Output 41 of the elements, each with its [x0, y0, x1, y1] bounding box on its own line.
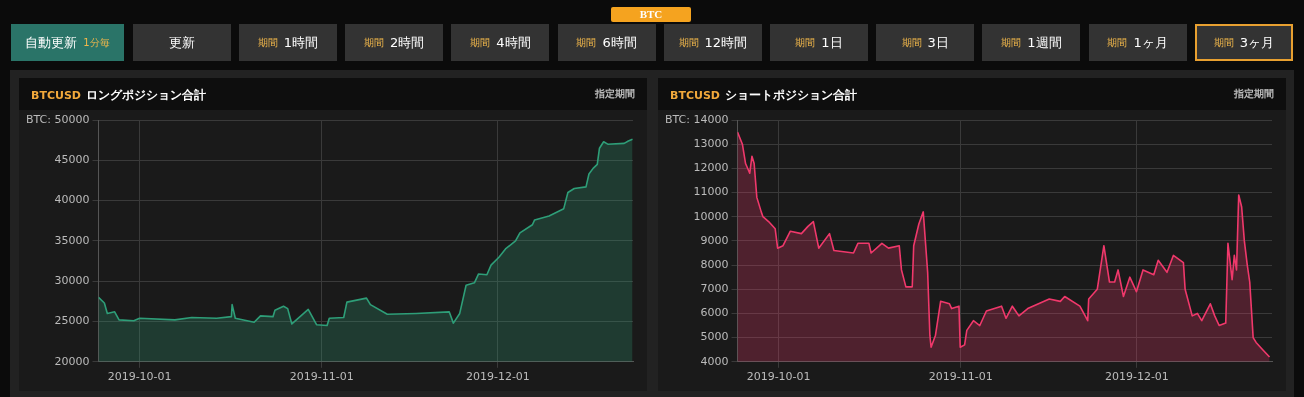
text: 自動更新 1分毎 [25, 33, 110, 52]
text: 指定期間 [595, 88, 635, 99]
y-tick-label: 35000 [54, 233, 90, 247]
y-tick-label: 12000 [693, 161, 729, 175]
text: 期間 3日 [901, 33, 949, 52]
chart-title: BTCUSD ロングポジション合計 [31, 88, 206, 102]
text: 期間 6時間 [576, 33, 637, 52]
y-tick-label: 4000 [700, 354, 729, 368]
y-tick-label: 8000 [700, 257, 729, 271]
y-tick-label: BTC: 50000 [26, 112, 90, 126]
y-tick-label: 6000 [700, 306, 729, 320]
y-tick-label: 30000 [54, 274, 90, 288]
x-tick-label: 2019-10-01 [107, 370, 172, 384]
y-tick-label: 45000 [54, 153, 90, 167]
y-tick-label: 11000 [693, 185, 729, 199]
y-tick-label: 25000 [54, 314, 90, 328]
y-tick-label: 13000 [693, 137, 729, 151]
x-tick-label: 2019-10-01 [746, 370, 811, 384]
text: 期間 1日 [795, 33, 843, 52]
x-tick-label: 2019-12-01 [465, 370, 530, 384]
y-tick-label: 5000 [700, 330, 729, 344]
y-tick-label: 7000 [700, 282, 729, 296]
text: BTC [611, 7, 691, 22]
x-tick-label: 2019-11-01 [289, 370, 354, 384]
y-tick-label: 10000 [693, 209, 729, 223]
x-tick-label: 2019-12-01 [1104, 370, 1169, 384]
y-tick-label: BTC: 14000 [665, 112, 729, 126]
text: 更新 [169, 33, 195, 52]
text: 期間 2時間 [364, 33, 425, 52]
x-tick-label: 2019-11-01 [928, 370, 993, 384]
text: 期間 1ヶ月 [1107, 33, 1168, 52]
text: 期間 3ヶ月 [1213, 33, 1274, 52]
text: 指定期間 [1234, 88, 1274, 99]
text: 期間 1時間 [257, 33, 319, 52]
text: 期間 1週間 [1001, 33, 1062, 52]
y-tick-label: 20000 [54, 354, 90, 368]
text: 期間 4時間 [470, 33, 531, 52]
text: 期間 12時間 [678, 33, 748, 52]
y-tick-label: 40000 [54, 193, 90, 207]
chart-title: BTCUSD ショートポジション合計 [670, 88, 857, 102]
y-tick-label: 9000 [700, 233, 729, 247]
